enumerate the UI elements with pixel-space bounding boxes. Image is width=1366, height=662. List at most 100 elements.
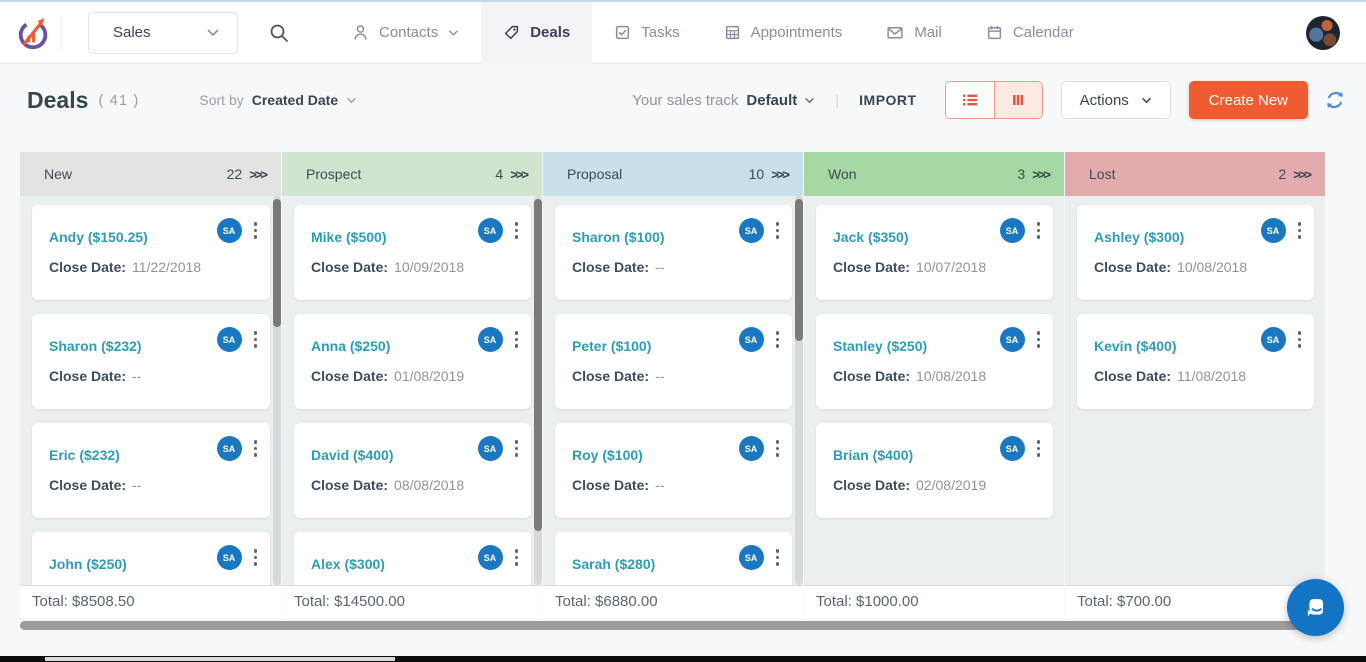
deal-title-link[interactable]: Sharon ($232) <box>49 338 142 354</box>
app-selector-dropdown[interactable]: Sales <box>88 11 238 54</box>
nav-item-tasks[interactable]: Tasks <box>592 2 701 64</box>
column-header[interactable]: Won 3 >>> <box>804 152 1064 196</box>
deal-card[interactable]: John ($250) SA <box>32 532 270 585</box>
deal-card[interactable]: Mike ($500) SA Close Date: 10/09/2018 <box>294 205 531 300</box>
card-menu-icon[interactable] <box>773 218 783 243</box>
card-menu-icon[interactable] <box>773 327 783 352</box>
horizontal-scrollbar-thumb[interactable] <box>20 621 1312 630</box>
card-menu-icon[interactable] <box>773 545 783 570</box>
column-scrollbar-thumb[interactable] <box>273 199 281 327</box>
list-view-button[interactable] <box>945 82 994 118</box>
deal-title-link[interactable]: Ashley ($300) <box>1094 229 1185 245</box>
column-expand-icon[interactable]: >>> <box>771 166 790 182</box>
deal-card[interactable]: Ashley ($300) SA Close Date: 10/08/2018 <box>1077 205 1314 300</box>
deal-card[interactable]: Sharon ($100) SA Close Date: -- <box>555 205 792 300</box>
card-menu-icon[interactable] <box>512 545 522 570</box>
card-menu-icon[interactable] <box>251 218 261 243</box>
deal-title-link[interactable]: Roy ($100) <box>572 447 643 463</box>
owner-avatar-badge[interactable]: SA <box>477 436 503 461</box>
owner-avatar-badge[interactable]: SA <box>738 545 764 570</box>
deal-card[interactable]: Brian ($400) SA Close Date: 02/08/2019 <box>816 423 1053 518</box>
deal-card[interactable]: Eric ($232) SA Close Date: -- <box>32 423 270 518</box>
owner-avatar-badge[interactable]: SA <box>1260 327 1286 352</box>
deal-title-link[interactable]: Andy ($150.25) <box>49 229 148 245</box>
deal-title-link[interactable]: Sarah ($280) <box>572 556 656 572</box>
deal-title-link[interactable]: Eric ($232) <box>49 447 120 463</box>
column-scrollbar-thumb[interactable] <box>534 199 542 531</box>
deal-title-link[interactable]: Stanley ($250) <box>833 338 928 354</box>
card-menu-icon[interactable] <box>1295 218 1305 243</box>
owner-avatar-badge[interactable]: SA <box>216 436 242 461</box>
deal-card[interactable]: Anna ($250) SA Close Date: 01/08/2019 <box>294 314 531 409</box>
app-logo-icon[interactable] <box>15 14 53 52</box>
import-button[interactable]: IMPORT <box>859 92 917 108</box>
sales-track-dropdown[interactable]: Default <box>746 92 815 109</box>
refresh-button[interactable] <box>1324 89 1346 111</box>
column-scrollbar-thumb[interactable] <box>795 199 803 341</box>
card-menu-icon[interactable] <box>1034 327 1044 352</box>
nav-item-calendar[interactable]: Calendar <box>964 2 1096 64</box>
card-menu-icon[interactable] <box>773 436 783 461</box>
deal-title-link[interactable]: Sharon ($100) <box>572 229 665 245</box>
column-header[interactable]: Prospect 4 >>> <box>282 152 542 196</box>
card-menu-icon[interactable] <box>1034 436 1044 461</box>
create-new-button[interactable]: Create New <box>1188 81 1308 119</box>
owner-avatar-badge[interactable]: SA <box>477 545 503 570</box>
owner-avatar-badge[interactable]: SA <box>477 218 503 243</box>
deal-title-link[interactable]: Mike ($500) <box>311 229 387 245</box>
deal-card[interactable]: Andy ($150.25) SA Close Date: 11/22/2018 <box>32 205 270 300</box>
deal-title-link[interactable]: Brian ($400) <box>833 447 914 463</box>
chevron-down-icon[interactable] <box>346 97 357 104</box>
column-expand-icon[interactable]: >>> <box>1293 166 1312 182</box>
column-header[interactable]: Lost 2 >>> <box>1065 152 1325 196</box>
owner-avatar-badge[interactable]: SA <box>1260 218 1286 243</box>
sort-by-value[interactable]: Created Date <box>251 92 339 108</box>
owner-avatar-badge[interactable]: SA <box>477 327 503 352</box>
owner-avatar-badge[interactable]: SA <box>738 218 764 243</box>
nav-item-appointments[interactable]: Appointments <box>702 2 865 64</box>
owner-avatar-badge[interactable]: SA <box>216 327 242 352</box>
deal-title-link[interactable]: Peter ($100) <box>572 338 652 354</box>
owner-avatar-badge[interactable]: SA <box>216 218 242 243</box>
deal-card[interactable]: Jack ($350) SA Close Date: 10/07/2018 <box>816 205 1053 300</box>
deal-card[interactable]: Stanley ($250) SA Close Date: 10/08/2018 <box>816 314 1053 409</box>
card-menu-icon[interactable] <box>1295 327 1305 352</box>
card-menu-icon[interactable] <box>251 327 261 352</box>
owner-avatar-badge[interactable]: SA <box>738 436 764 461</box>
deal-title-link[interactable]: Anna ($250) <box>311 338 391 354</box>
deal-title-link[interactable]: Kevin ($400) <box>1094 338 1177 354</box>
deal-card[interactable]: Sarah ($280) SA <box>555 532 792 585</box>
deal-card[interactable]: David ($400) SA Close Date: 08/08/2018 <box>294 423 531 518</box>
owner-avatar-badge[interactable]: SA <box>216 545 242 570</box>
nav-item-deals[interactable]: Deals <box>481 1 593 64</box>
card-menu-icon[interactable] <box>251 545 261 570</box>
deal-title-link[interactable]: David ($400) <box>311 447 394 463</box>
column-expand-icon[interactable]: >>> <box>510 166 529 182</box>
deal-title-link[interactable]: John ($250) <box>49 556 127 572</box>
deal-title-link[interactable]: Alex ($300) <box>311 556 385 572</box>
deal-card[interactable]: Alex ($300) SA <box>294 532 531 585</box>
deal-title-link[interactable]: Jack ($350) <box>833 229 909 245</box>
owner-avatar-badge[interactable]: SA <box>999 218 1025 243</box>
search-button[interactable] <box>268 22 290 44</box>
deal-card[interactable]: Peter ($100) SA Close Date: -- <box>555 314 792 409</box>
column-header[interactable]: Proposal 10 >>> <box>543 152 803 196</box>
card-menu-icon[interactable] <box>251 436 261 461</box>
deal-card[interactable]: Kevin ($400) SA Close Date: 11/08/2018 <box>1077 314 1314 409</box>
card-menu-icon[interactable] <box>512 436 522 461</box>
kanban-view-button[interactable] <box>993 82 1042 118</box>
actions-dropdown-button[interactable]: Actions <box>1060 81 1171 119</box>
deal-card[interactable]: Roy ($100) SA Close Date: -- <box>555 423 792 518</box>
card-menu-icon[interactable] <box>512 327 522 352</box>
nav-item-mail[interactable]: Mail <box>864 2 964 64</box>
nav-item-contacts[interactable]: Contacts <box>330 2 481 64</box>
card-menu-icon[interactable] <box>512 218 522 243</box>
column-expand-icon[interactable]: >>> <box>1032 166 1051 182</box>
card-menu-icon[interactable] <box>1034 218 1044 243</box>
column-expand-icon[interactable]: >>> <box>249 166 268 182</box>
deal-card[interactable]: Sharon ($232) SA Close Date: -- <box>32 314 270 409</box>
chat-launcher-button[interactable] <box>1287 579 1344 636</box>
owner-avatar-badge[interactable]: SA <box>738 327 764 352</box>
owner-avatar-badge[interactable]: SA <box>999 327 1025 352</box>
column-header[interactable]: New 22 >>> <box>20 152 281 196</box>
